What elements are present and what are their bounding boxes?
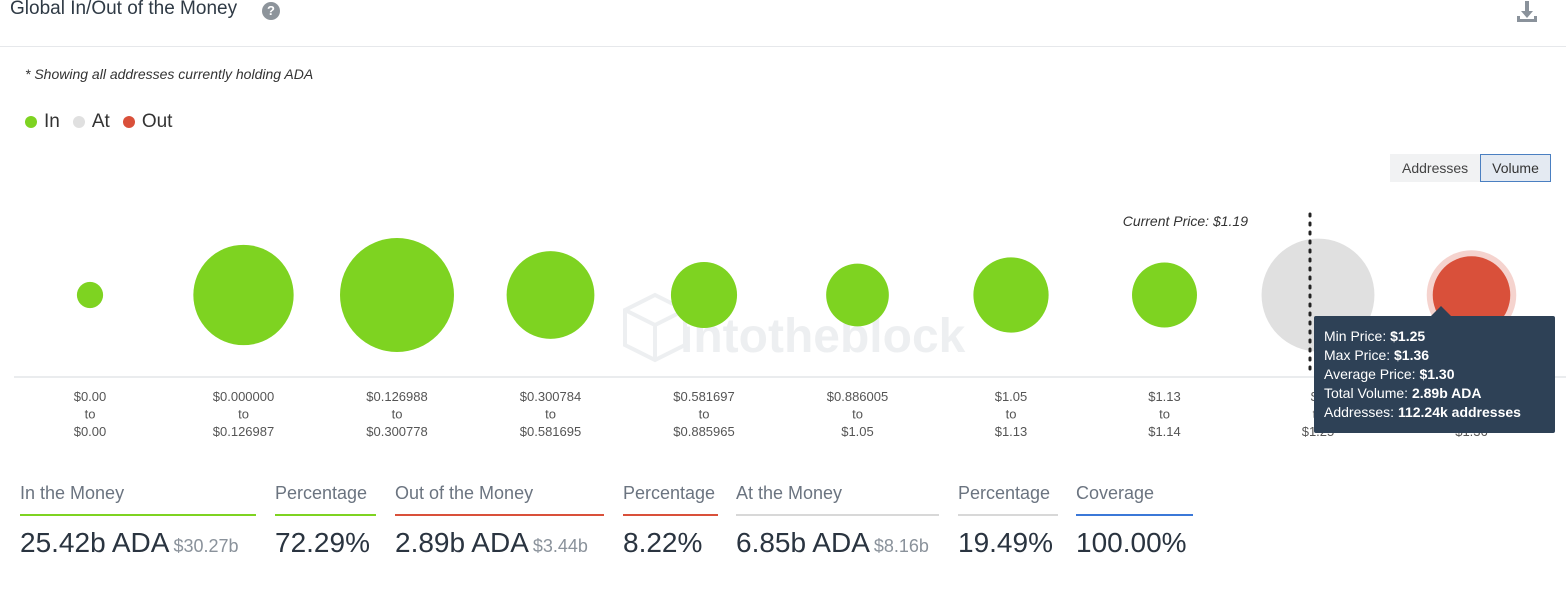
watermark: intotheblock <box>623 292 966 363</box>
legend-label-at: At <box>91 111 110 132</box>
tick-label-to: to <box>392 407 403 422</box>
stat-label: In the Money <box>20 483 256 516</box>
bubble-5[interactable] <box>826 263 889 327</box>
stat-label: Percentage <box>275 483 376 516</box>
stat-value: 19.49% <box>958 527 1053 558</box>
addresses-toggle-button[interactable]: Addresses <box>1390 154 1481 182</box>
tick-label-to-value: $0.126987 <box>213 424 274 439</box>
download-icon[interactable] <box>1514 0 1540 24</box>
bubble-0[interactable] <box>76 281 104 309</box>
legend-label-out: Out <box>141 111 173 132</box>
tick-label-to: to <box>1006 407 1017 422</box>
stat-label: Coverage <box>1076 483 1193 516</box>
tick-label-to-value: $1.05 <box>841 424 874 439</box>
bubble-chart: intotheblock Current Price: $1.19 $0.00 t… <box>14 212 1566 439</box>
tick-label-to-value: $1.14 <box>1148 424 1181 439</box>
legend-label-in: In <box>44 111 60 132</box>
volume-toggle-button[interactable]: Volume <box>1480 154 1551 182</box>
tick-label-from: $0.126988 <box>366 389 427 404</box>
tick-label-to-value: $0.885965 <box>673 424 734 439</box>
tick-label-from: $0.886005 <box>827 389 888 404</box>
metric-toggle: Addresses Volume <box>1390 154 1551 182</box>
tick-label-to-value: $0.300778 <box>366 424 427 439</box>
bucket-tooltip: Min Price: $1.25 Max Price: $1.36 Averag… <box>1314 316 1555 433</box>
stat-label: At the Money <box>736 483 939 516</box>
stat-value: 8.22% <box>623 527 703 558</box>
tooltip-min-price: Min Price: $1.25 <box>1324 328 1426 344</box>
tick-label-from: $0.000000 <box>213 389 274 404</box>
stat-at-the-money: At the Money 6.85b ADA $8.16b <box>736 483 939 559</box>
bubble-7[interactable] <box>1132 262 1197 328</box>
chart-legend: In At Out <box>25 111 185 133</box>
bubble-3[interactable] <box>506 251 595 339</box>
current-price-label: Current Price: $1.19 <box>1123 213 1248 229</box>
stat-at-percentage: Percentage 19.49% <box>958 483 1058 559</box>
tick-label-from: $0.00 <box>74 389 107 404</box>
tick-label-to: to <box>699 407 710 422</box>
tick-label-to: to <box>238 407 249 422</box>
stat-in-the-money: In the Money 25.42b ADA $30.27b <box>20 483 256 559</box>
header-bar: Global In/Out of the Money ? <box>0 0 1566 47</box>
help-icon[interactable]: ? <box>262 2 280 20</box>
legend-dot-out <box>122 116 135 128</box>
watermark-text: intotheblock <box>680 310 966 363</box>
tick-label-to: to <box>545 407 556 422</box>
page-title: Global In/Out of the Money <box>10 0 238 19</box>
legend-item-at[interactable]: At <box>72 111 110 133</box>
legend-item-in[interactable]: In <box>25 111 60 133</box>
tick-label-to-value: $1.13 <box>995 424 1028 439</box>
bubble-9[interactable] <box>1432 256 1511 334</box>
tooltip-addresses: Addresses: 112.24k addresses <box>1324 404 1521 420</box>
stat-label: Out of the Money <box>395 483 604 516</box>
tooltip-total-volume: Total Volume: 2.89b ADA <box>1324 385 1482 401</box>
tick-label-to: to <box>1159 407 1170 422</box>
legend-dot-in <box>25 116 37 128</box>
tick-label-from: $0.581697 <box>673 389 734 404</box>
legend-dot-at <box>72 116 85 128</box>
tick-label-from: $1.05 <box>995 389 1028 404</box>
holding-note: * Showing all addresses currently holdin… <box>25 66 314 82</box>
tick-label-from: $0.300784 <box>520 389 581 404</box>
tick-label-to-value: $0.581695 <box>520 424 581 439</box>
legend-item-out[interactable]: Out <box>122 111 173 133</box>
stat-label: Percentage <box>623 483 718 516</box>
tooltip-average-price: Average Price: $1.30 <box>1324 366 1455 382</box>
tick-label-to-value: $0.00 <box>74 424 107 439</box>
stat-in-percentage: Percentage 72.29% <box>275 483 376 559</box>
stat-out-of-the-money: Out of the Money 2.89b ADA $3.44b <box>395 483 604 559</box>
bubble-2[interactable] <box>340 238 454 352</box>
bubble-6[interactable] <box>973 257 1049 333</box>
stat-out-percentage: Percentage 8.22% <box>623 483 718 559</box>
stat-value: 2.89b ADA $3.44b <box>395 527 588 558</box>
stat-value: 6.85b ADA $8.16b <box>736 527 929 558</box>
tooltip-arrow <box>1431 306 1451 316</box>
tooltip-max-price: Max Price: $1.36 <box>1324 347 1430 363</box>
stat-value: 72.29% <box>275 527 370 558</box>
tick-label-to: to <box>852 407 863 422</box>
bubble-4[interactable] <box>670 261 738 329</box>
bubble-1[interactable] <box>193 244 294 346</box>
stat-value: 25.42b ADA $30.27b <box>20 527 239 558</box>
tick-label-from: $1.13 <box>1148 389 1181 404</box>
stat-coverage: Coverage 100.00% <box>1076 483 1193 559</box>
tick-label-to: to <box>85 407 96 422</box>
stat-label: Percentage <box>958 483 1058 516</box>
stat-value: 100.00% <box>1076 527 1187 558</box>
